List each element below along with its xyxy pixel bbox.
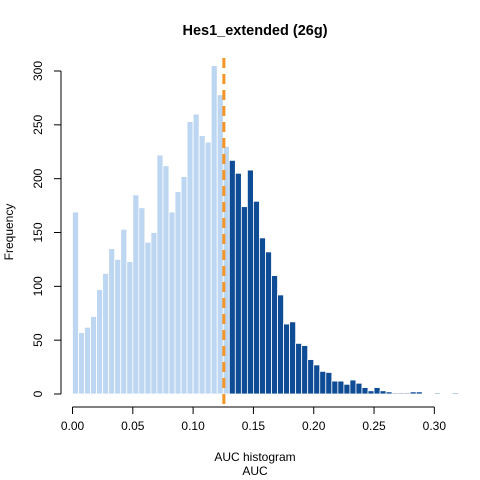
histogram-bar — [397, 392, 405, 395]
histogram-bar — [452, 392, 459, 395]
histogram-bar — [78, 332, 85, 395]
x-tick-label: 0.05 — [121, 419, 145, 433]
x-ticks: 0.00 0.05 0.10 0.15 0.20 0.25 0.30 — [61, 407, 447, 433]
histogram-bar — [144, 241, 152, 395]
histogram-bar — [355, 382, 363, 395]
histogram-bar — [271, 275, 278, 395]
histogram-bar — [415, 391, 423, 395]
histogram-bar — [180, 176, 188, 395]
histogram-bar — [162, 165, 170, 395]
histogram-bar — [283, 323, 291, 395]
histogram-bar — [72, 211, 79, 395]
histogram-bar — [433, 392, 441, 395]
histogram-bar — [204, 141, 212, 395]
histogram-bar — [186, 121, 194, 395]
histogram-bar — [150, 232, 158, 395]
y-tick-label: 0 — [31, 390, 45, 397]
y-tick-label: 50 — [31, 333, 45, 347]
histogram-bar — [403, 392, 411, 395]
histogram-bar — [168, 211, 176, 395]
histogram-bar — [343, 383, 351, 395]
histogram-bar — [156, 154, 164, 395]
histogram-bar — [174, 191, 182, 395]
y-tick-label: 300 — [31, 61, 45, 81]
x-tick-label: 0.10 — [181, 419, 205, 433]
histogram-bar — [240, 206, 248, 395]
histogram-bar — [337, 380, 345, 395]
histogram-bar — [198, 135, 206, 395]
histogram-bar — [102, 273, 110, 395]
histogram-bar — [313, 364, 321, 395]
histogram-bar — [192, 113, 200, 395]
y-tick-label: 200 — [31, 168, 45, 188]
histogram-bar — [379, 390, 387, 395]
histogram-bar — [277, 294, 284, 395]
histogram-bar — [216, 94, 224, 395]
histogram-bar — [132, 194, 140, 395]
x-tick-label: 0.25 — [362, 419, 386, 433]
x-tick-label: 0.00 — [61, 419, 85, 433]
histogram-bar — [114, 259, 122, 395]
y-tick-label: 150 — [31, 222, 45, 242]
x-tick-label: 0.30 — [423, 419, 447, 433]
histogram-bar — [385, 391, 393, 395]
histogram-bar — [138, 207, 146, 395]
histogram-bar — [96, 289, 104, 395]
histogram-bar — [349, 379, 357, 395]
histogram-bar — [331, 380, 339, 395]
x-tick-label: 0.20 — [302, 419, 326, 433]
chart-title: Hes1_extended (26g) — [182, 23, 327, 39]
histogram-bar — [295, 342, 303, 395]
x-tick-label: 0.15 — [242, 419, 266, 433]
histogram-bar — [325, 372, 333, 395]
histogram-bar — [301, 345, 309, 395]
histogram-bar — [391, 392, 399, 395]
histogram-bar — [409, 391, 417, 395]
histogram-bar — [246, 169, 254, 395]
histogram-bar — [265, 251, 272, 395]
histogram-bar — [234, 172, 242, 395]
histogram-bar — [367, 390, 375, 395]
histogram-bar — [126, 261, 134, 395]
histogram-bars — [72, 65, 459, 395]
histogram-bar — [307, 359, 315, 395]
histogram-bar — [319, 370, 327, 395]
histogram-bar — [84, 326, 91, 395]
y-axis-label: Frequency — [2, 204, 16, 261]
histogram-bar — [373, 387, 381, 395]
histogram-bar — [289, 321, 297, 395]
histogram-bar — [259, 237, 266, 395]
x-axis-label: AUC histogram — [214, 450, 295, 464]
x-axis-label-sub: AUC — [242, 464, 268, 478]
histogram-bar — [228, 159, 236, 395]
y-ticks: 0 50 100 150 200 250 300 — [31, 61, 61, 397]
histogram-bar — [210, 65, 218, 395]
y-tick-label: 100 — [31, 276, 45, 296]
histogram-bar — [120, 228, 128, 395]
histogram-bar — [361, 387, 369, 395]
histogram-bar — [108, 248, 116, 395]
histogram-bar — [253, 200, 260, 395]
y-tick-label: 250 — [31, 115, 45, 135]
histogram-bar — [90, 316, 98, 395]
